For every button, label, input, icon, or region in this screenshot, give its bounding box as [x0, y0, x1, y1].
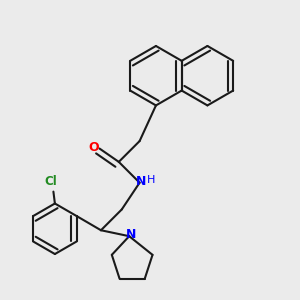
Text: N: N [125, 228, 136, 241]
Text: O: O [89, 140, 99, 154]
Text: H: H [147, 175, 156, 185]
Text: Cl: Cl [44, 175, 57, 188]
Text: N: N [136, 175, 146, 188]
